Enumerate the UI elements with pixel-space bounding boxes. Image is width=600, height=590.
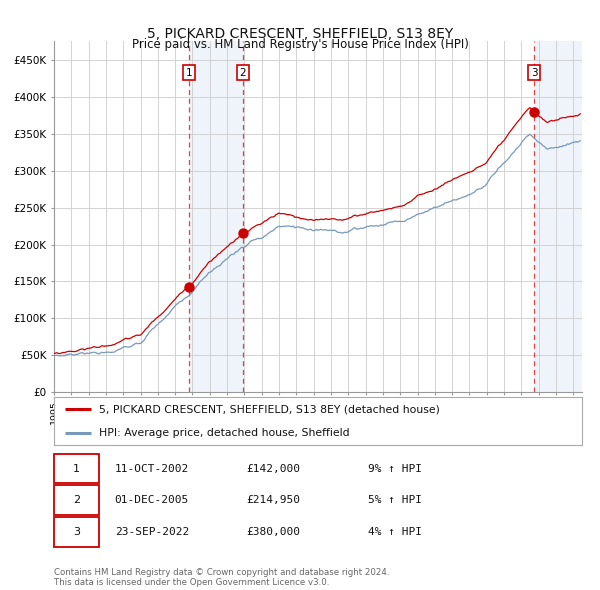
FancyBboxPatch shape xyxy=(54,454,99,483)
Text: Contains HM Land Registry data © Crown copyright and database right 2024.
This d: Contains HM Land Registry data © Crown c… xyxy=(54,568,389,587)
Text: 11-OCT-2002: 11-OCT-2002 xyxy=(115,464,189,474)
Text: 1: 1 xyxy=(73,464,80,474)
Text: 5% ↑ HPI: 5% ↑ HPI xyxy=(368,496,422,505)
Text: 3: 3 xyxy=(73,527,80,537)
Text: 5, PICKARD CRESCENT, SHEFFIELD, S13 8EY (detached house): 5, PICKARD CRESCENT, SHEFFIELD, S13 8EY … xyxy=(99,404,440,414)
FancyBboxPatch shape xyxy=(54,517,99,547)
Text: 01-DEC-2005: 01-DEC-2005 xyxy=(115,496,189,505)
Bar xyxy=(534,41,582,392)
Text: 23-SEP-2022: 23-SEP-2022 xyxy=(115,527,189,537)
Text: 2: 2 xyxy=(240,68,247,78)
Text: 4% ↑ HPI: 4% ↑ HPI xyxy=(368,527,422,537)
FancyBboxPatch shape xyxy=(54,486,99,515)
Text: 3: 3 xyxy=(531,68,538,78)
Text: Price paid vs. HM Land Registry's House Price Index (HPI): Price paid vs. HM Land Registry's House … xyxy=(131,38,469,51)
Bar xyxy=(188,41,243,392)
Text: HPI: Average price, detached house, Sheffield: HPI: Average price, detached house, Shef… xyxy=(99,428,350,438)
Text: £380,000: £380,000 xyxy=(247,527,301,537)
Text: 5, PICKARD CRESCENT, SHEFFIELD, S13 8EY: 5, PICKARD CRESCENT, SHEFFIELD, S13 8EY xyxy=(147,27,453,41)
Text: £142,000: £142,000 xyxy=(247,464,301,474)
Text: 9% ↑ HPI: 9% ↑ HPI xyxy=(368,464,422,474)
Text: 1: 1 xyxy=(185,68,192,78)
Text: £214,950: £214,950 xyxy=(247,496,301,505)
Text: 2: 2 xyxy=(73,496,80,505)
